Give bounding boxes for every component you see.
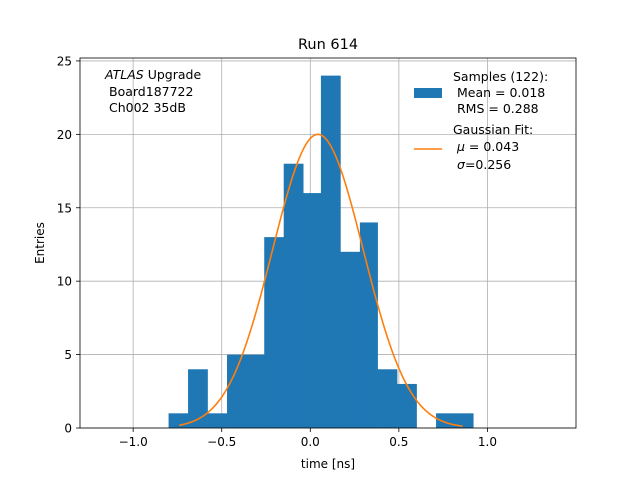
legend-samples-swatch — [414, 88, 442, 98]
plot-frame — [79, 57, 577, 429]
legend-fit-sigma-symbol: σ — [457, 157, 466, 172]
histogram-bar-6 — [283, 163, 304, 428]
histogram-bars — [168, 75, 474, 428]
atlas-annotation: ATLAS Upgrade Board187722 Ch002 35dB — [104, 67, 201, 115]
legend-fit-sigma-value: =0.256 — [465, 157, 511, 172]
histogram-bar-0 — [168, 413, 189, 428]
histogram-bar-9 — [340, 251, 361, 428]
y-tick-label-4: 20 — [57, 128, 72, 142]
legend-fit-title: Gaussian Fit: — [453, 122, 533, 137]
x-tick-label-1: −0.5 — [207, 435, 236, 449]
legend-samples-title: Samples (122): — [453, 69, 548, 84]
histogram-bar-15 — [453, 413, 474, 428]
atlas-upgrade: Upgrade — [144, 67, 202, 82]
gaussian-fit — [179, 133, 463, 427]
histogram-bar-14 — [436, 413, 455, 428]
histogram-bar-7 — [303, 193, 322, 428]
legend-fit-mu-value: = 0.043 — [465, 139, 519, 154]
channel-label: Ch002 35dB — [109, 100, 186, 115]
y-axis-ticks: 0 5 10 15 20 25 — [57, 54, 80, 436]
x-tick-label-0: −1.0 — [119, 435, 148, 449]
histogram-bar-11 — [377, 369, 398, 428]
histogram-bar-10 — [359, 222, 378, 428]
x-tick-label-4: 1.0 — [478, 435, 497, 449]
legend: Samples (122): Mean = 0.018 RMS = 0.288 … — [414, 69, 548, 172]
y-tick-label-0: 0 — [64, 422, 72, 436]
y-tick-label-1: 5 — [64, 348, 72, 362]
histogram-bar-2 — [207, 413, 228, 428]
histogram-bar-1 — [188, 369, 208, 428]
histogram-bar-5 — [264, 237, 285, 428]
y-tick-label-5: 25 — [57, 54, 72, 68]
y-tick-label-3: 15 — [57, 201, 72, 215]
x-axis-ticks: −1.0 −0.5 0.0 0.5 1.0 — [119, 428, 497, 449]
x-axis-label: time [ns] — [301, 457, 355, 471]
legend-fit-mu: μ = 0.043 — [456, 139, 519, 154]
histogram-bar-3 — [227, 354, 246, 428]
legend-fit-mu-symbol: μ — [456, 139, 465, 154]
gaussian-fit-curve — [179, 133, 463, 427]
y-axis-label: Entries — [33, 222, 47, 264]
atlas-label: ATLAS Upgrade — [104, 67, 201, 82]
legend-samples-mean: Mean = 0.018 — [457, 85, 545, 100]
legend-samples-rms: RMS = 0.288 — [457, 101, 539, 116]
legend-fit-sigma: σ=0.256 — [457, 157, 511, 172]
histogram-bar-4 — [244, 354, 265, 428]
chart-title: Run 614 — [298, 37, 358, 53]
y-tick-label-2: 10 — [57, 275, 72, 289]
x-tick-label-3: 0.5 — [389, 435, 408, 449]
board-label: Board187722 — [109, 84, 193, 99]
x-tick-label-2: 0.0 — [301, 435, 320, 449]
atlas-name: ATLAS — [104, 67, 144, 82]
histogram-bar-8 — [320, 75, 341, 428]
histogram-bar-12 — [397, 383, 417, 428]
